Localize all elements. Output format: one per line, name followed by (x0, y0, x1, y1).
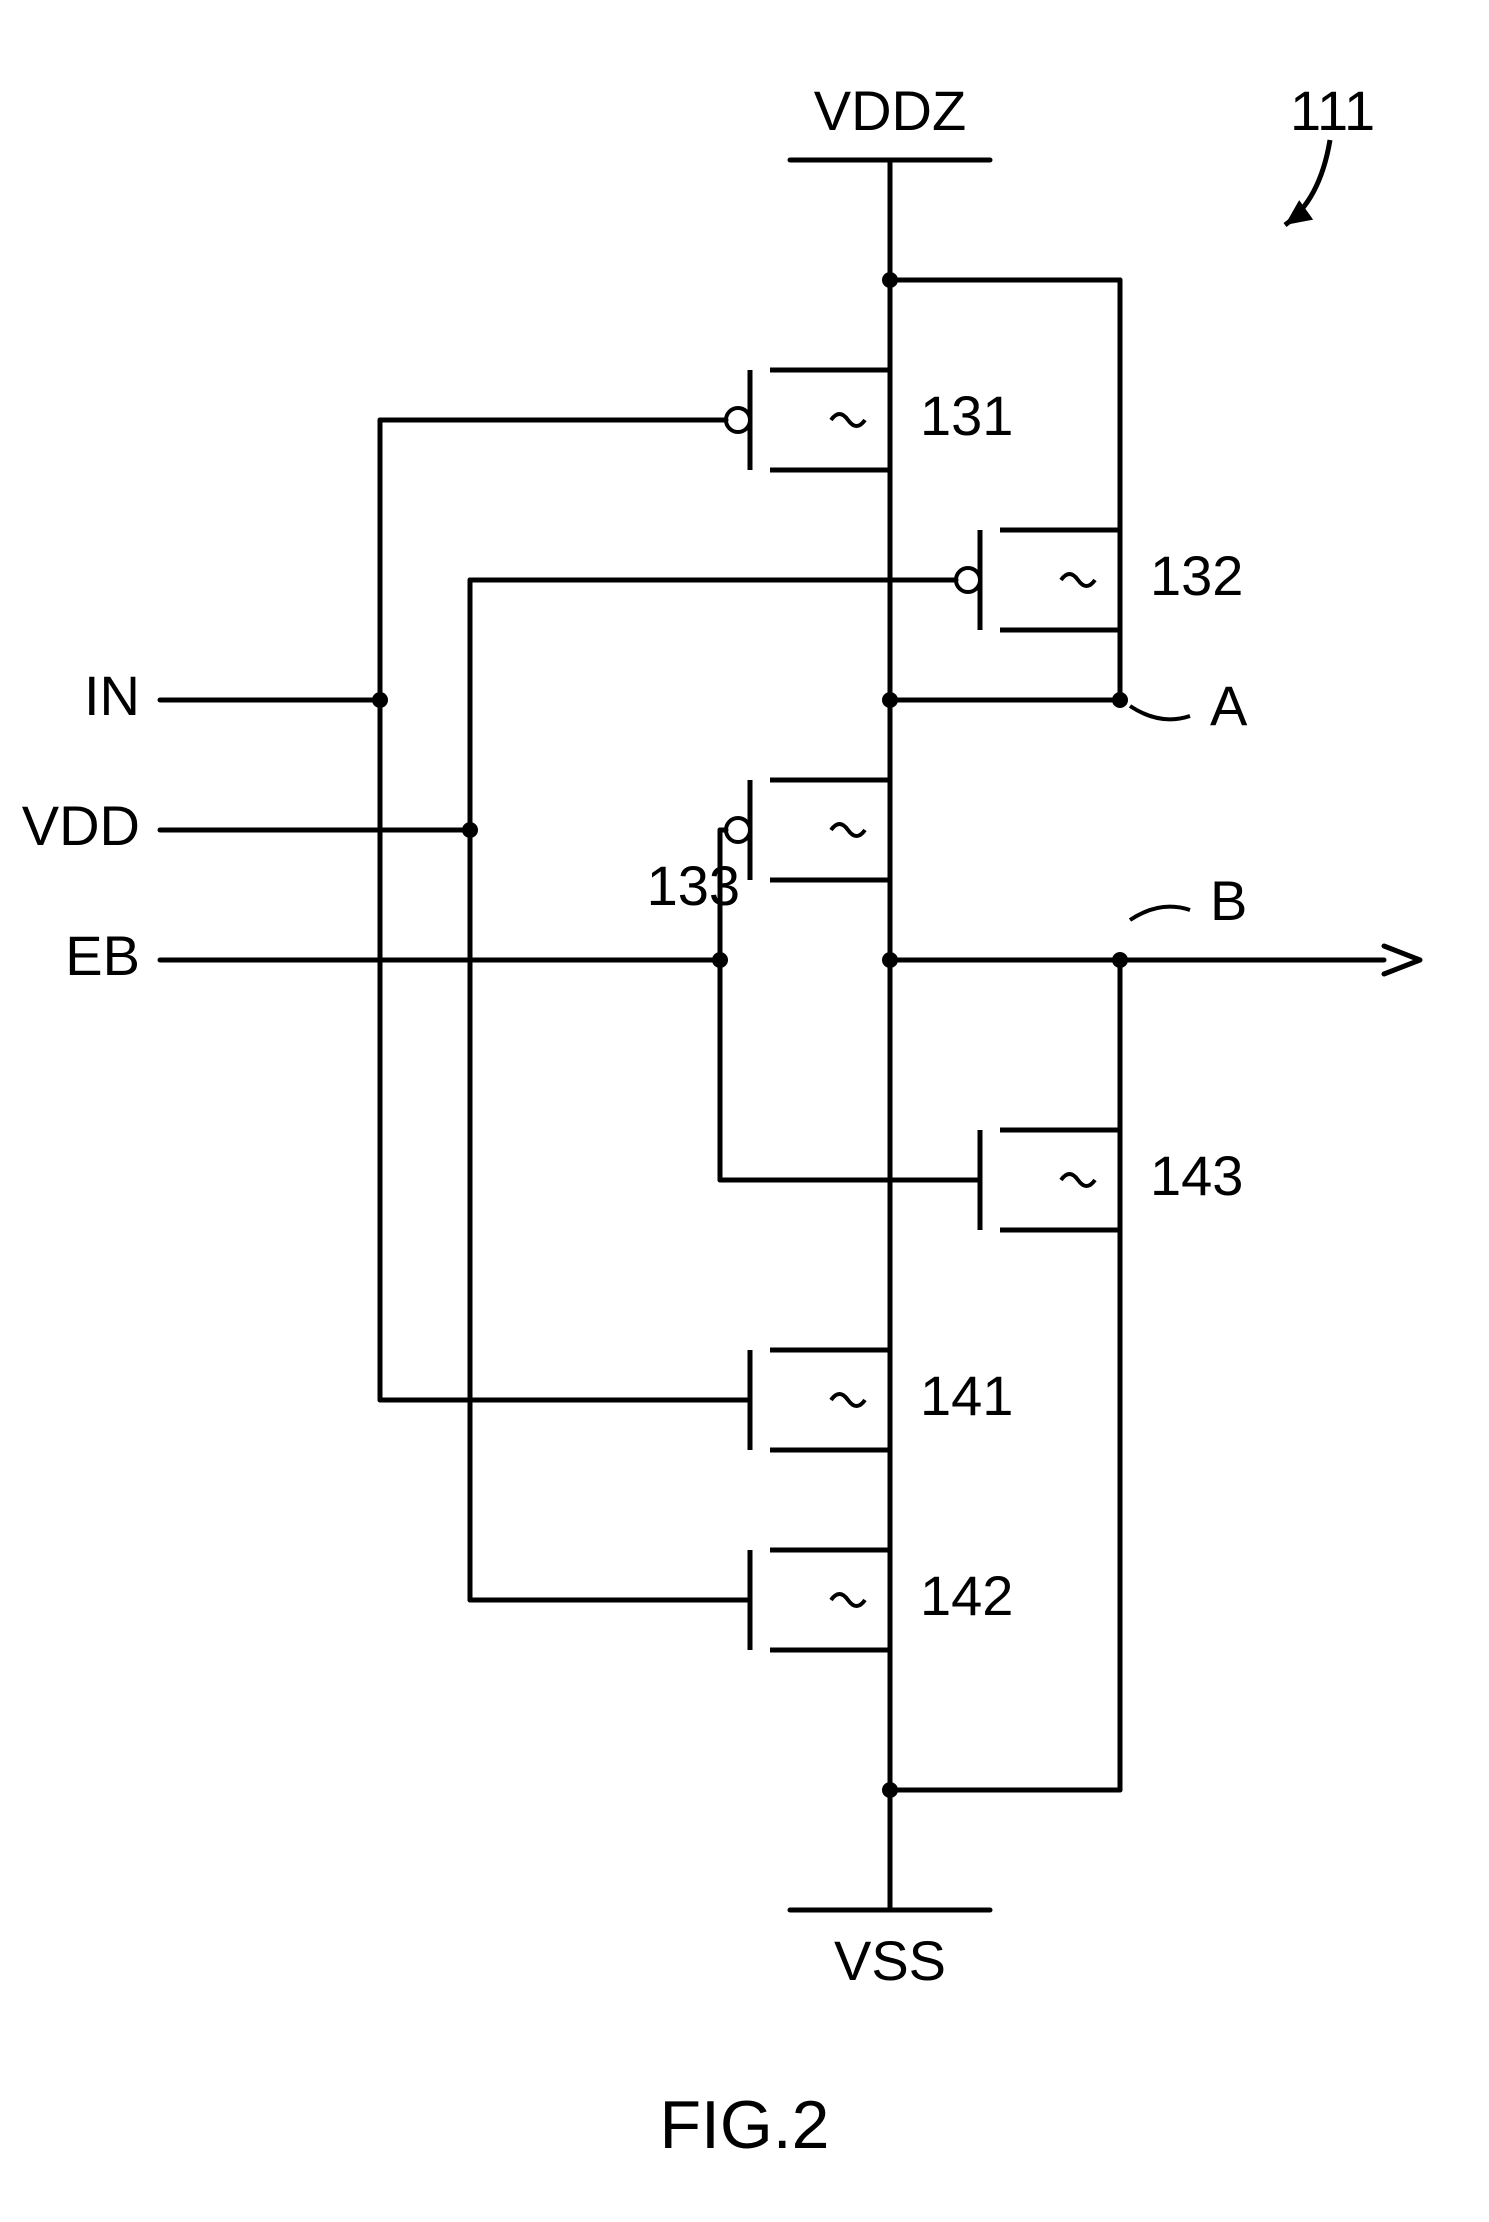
vdd-label: VDD (22, 794, 140, 857)
leader-a (1130, 706, 1190, 719)
ref-141: 141 (920, 1364, 1013, 1427)
junction-dot (882, 1782, 898, 1798)
ref-111: 111 (1290, 79, 1375, 142)
junction-dot (372, 692, 388, 708)
eb-label: EB (65, 924, 140, 987)
ref-143: 143 (1150, 1144, 1243, 1207)
figure-caption: FIG.2 (659, 2087, 829, 2163)
ref-133: 133 (647, 854, 740, 917)
junction-dot (462, 822, 478, 838)
ref-132: 132 (1150, 544, 1243, 607)
vss-label: VSS (834, 1929, 946, 1992)
node-a-label: A (1210, 674, 1248, 737)
vddz-label: VDDZ (814, 79, 966, 142)
nmos-143 (980, 1090, 1120, 1270)
pmos-132 (956, 490, 1120, 670)
pmos-133 (726, 740, 890, 920)
leader-b (1130, 907, 1190, 920)
pmos-131 (726, 330, 890, 510)
ref-142: 142 (920, 1564, 1013, 1627)
nmos-142 (750, 1510, 890, 1690)
node-a-dot (1112, 692, 1128, 708)
nmos-141 (750, 1310, 890, 1490)
junction-dot (712, 952, 728, 968)
junction-dot (882, 952, 898, 968)
node-b-label: B (1210, 869, 1247, 932)
in-label: IN (84, 664, 140, 727)
ref-131: 131 (920, 384, 1013, 447)
output-arrow (1384, 946, 1420, 974)
junction-dot (882, 692, 898, 708)
